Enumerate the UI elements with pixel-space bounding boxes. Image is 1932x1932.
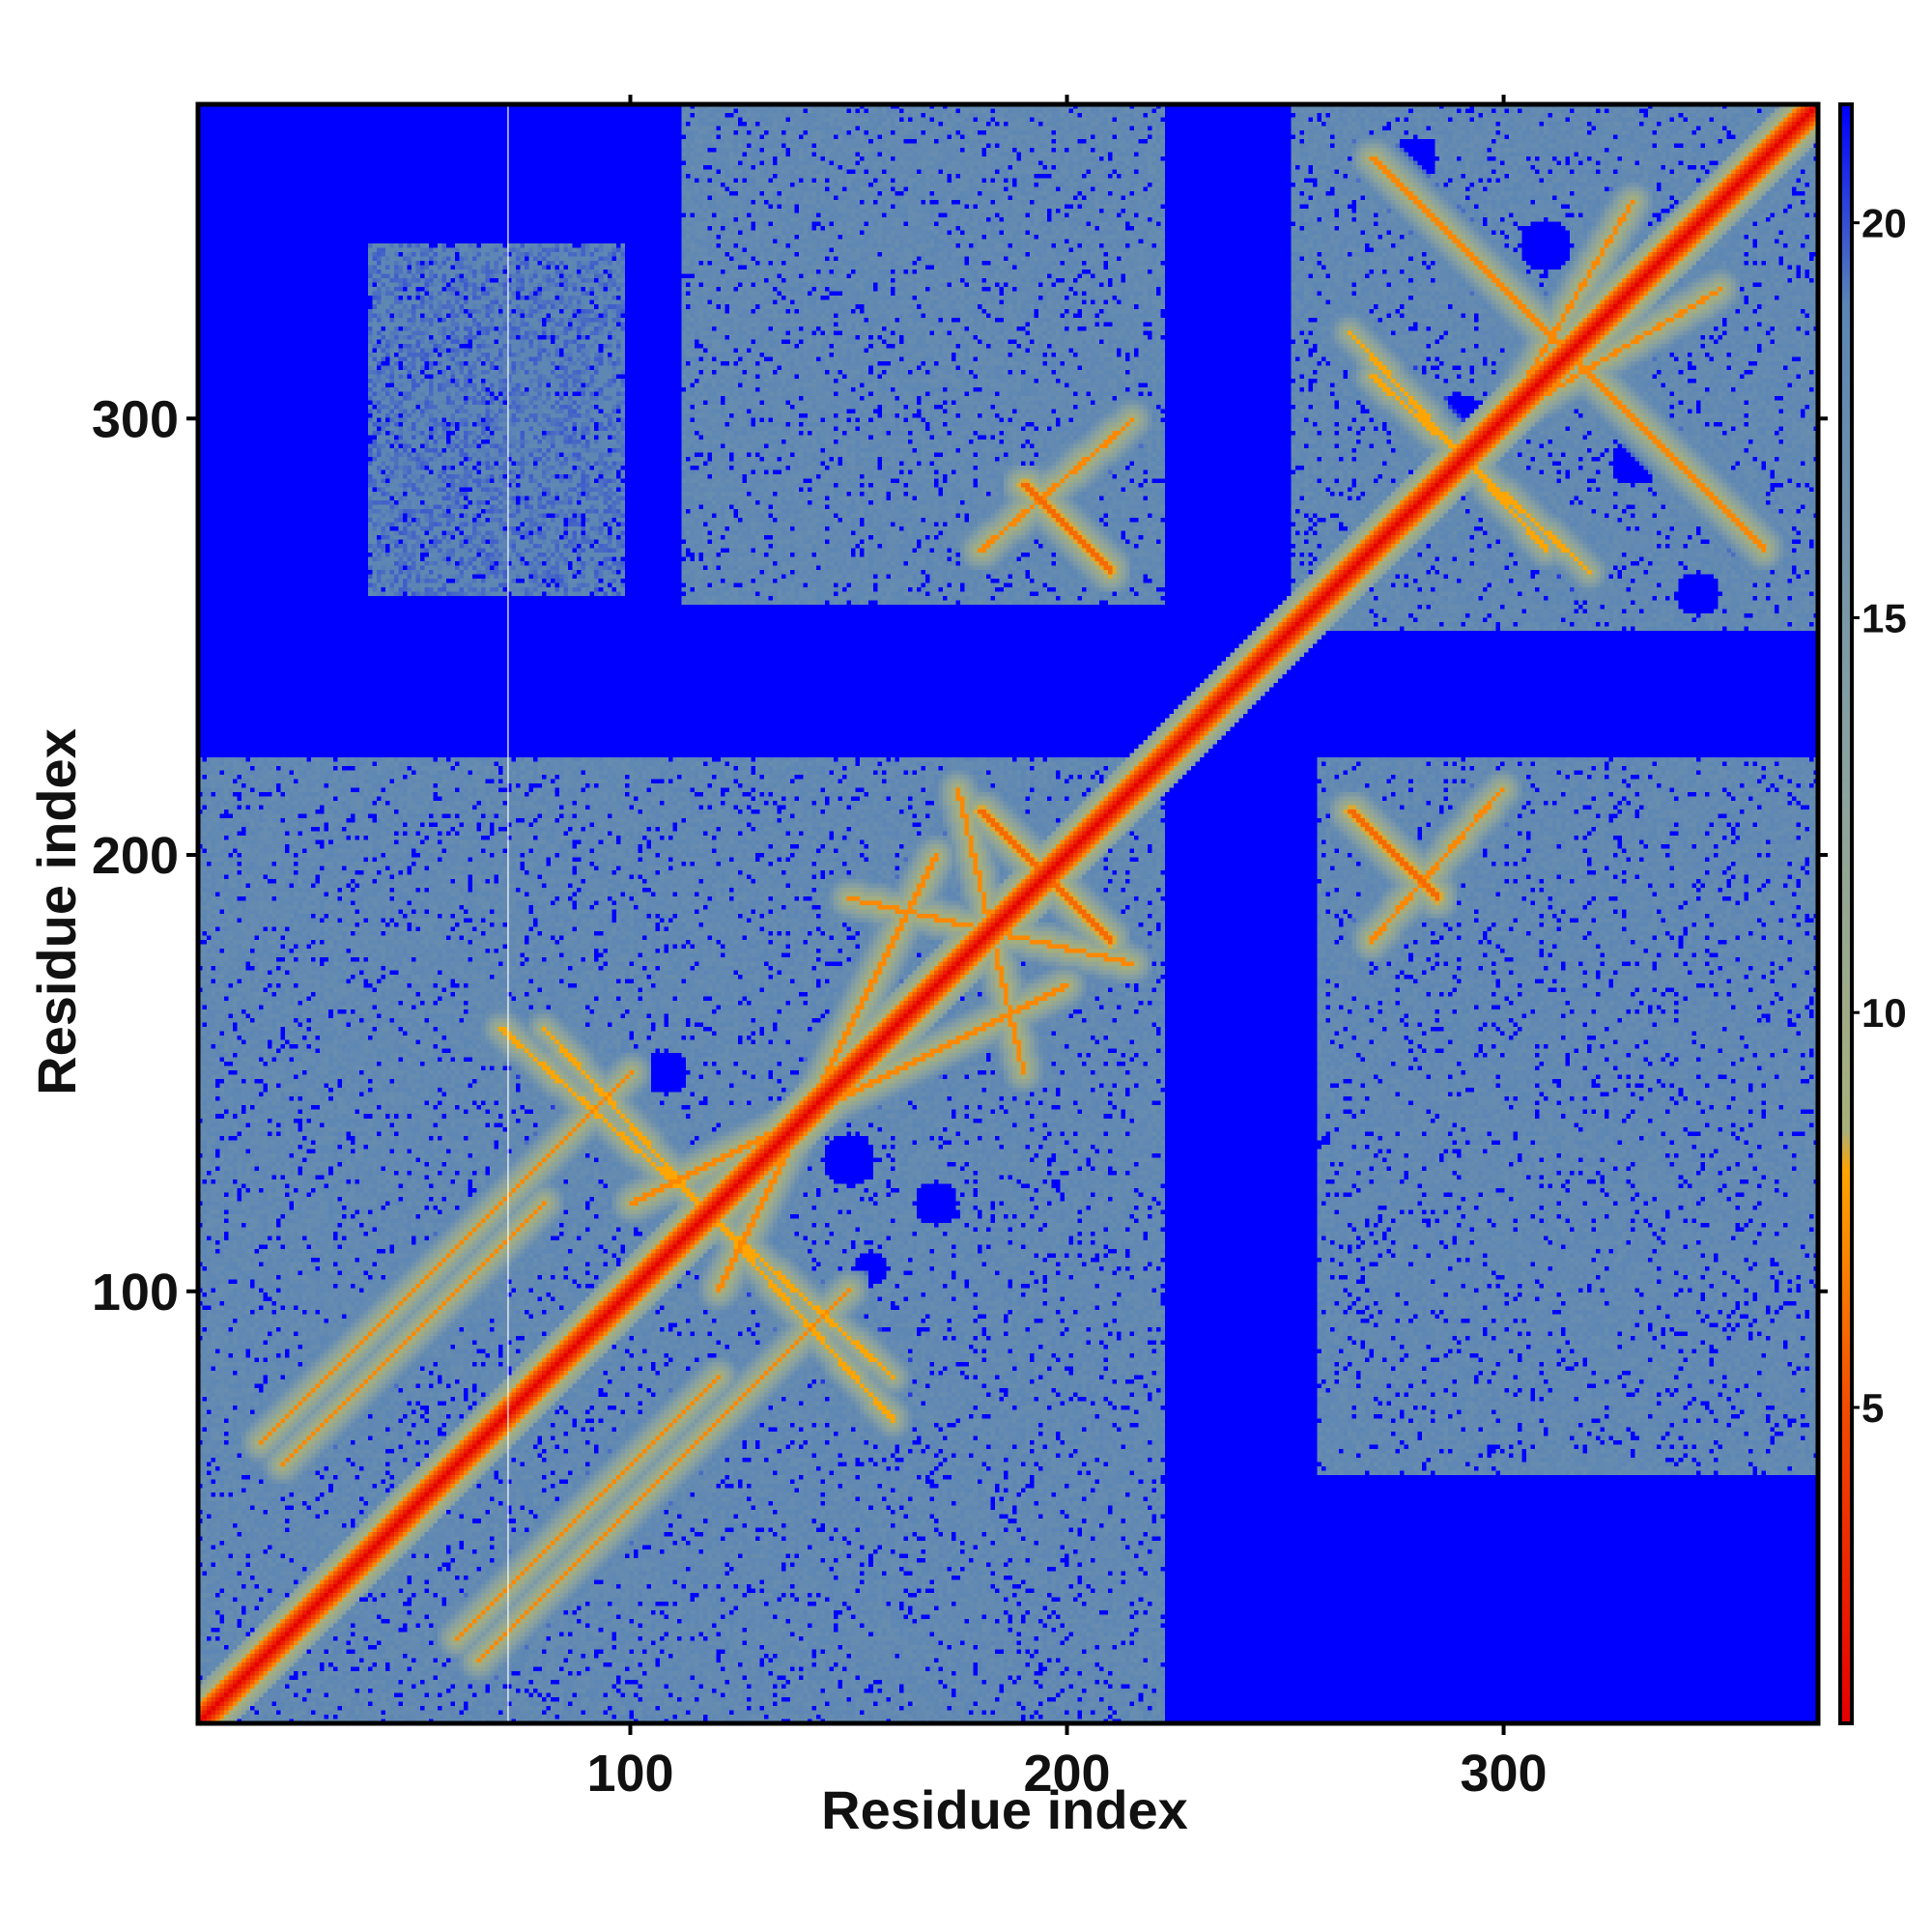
x-tick-label: 200	[1023, 1745, 1110, 1803]
colorbar-tick-label: 15	[1861, 595, 1907, 640]
y-tick-label: 100	[92, 1264, 179, 1321]
x-axis-ticks: 100 200 300	[586, 95, 1548, 1803]
colorbar-gradient	[1840, 104, 1852, 1723]
colorbar-border	[1838, 102, 1854, 1725]
y-axis-title: Residue index	[26, 728, 87, 1095]
colorbar-tick-label: 5	[1861, 1385, 1884, 1431]
y-axis-ticks: 100 200 300	[92, 390, 1828, 1321]
colorbar	[1838, 102, 1854, 1725]
x-tick-label: 300	[1460, 1745, 1547, 1803]
colorbar-tick-label: 10	[1861, 990, 1907, 1036]
plot-border	[195, 101, 1821, 1726]
heatmap-image	[198, 104, 1818, 1723]
y-tick-label: 300	[92, 390, 179, 448]
plot-frame	[195, 101, 1821, 1726]
y-tick-label: 200	[92, 827, 179, 885]
colorbar-tick-label: 20	[1861, 201, 1907, 246]
heatmap-layer	[198, 104, 1818, 1723]
x-axis-title: Residue index	[821, 1779, 1188, 1840]
colorbar-ticks: 5 10 15 20	[1852, 201, 1907, 1431]
x-tick-label: 100	[586, 1745, 673, 1803]
